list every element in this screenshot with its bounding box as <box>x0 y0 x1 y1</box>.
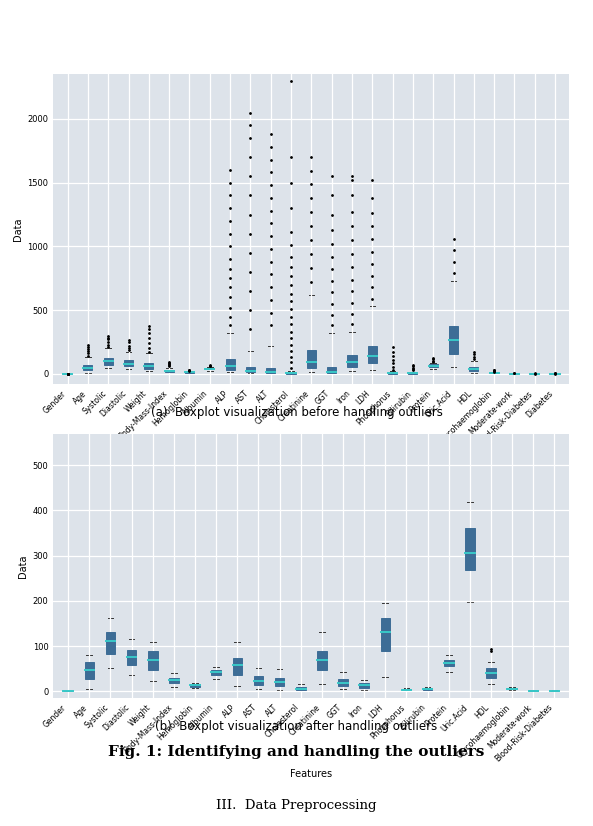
FancyBboxPatch shape <box>84 365 93 370</box>
FancyBboxPatch shape <box>429 364 438 367</box>
FancyBboxPatch shape <box>246 367 255 372</box>
FancyBboxPatch shape <box>401 689 411 691</box>
Text: Fig. 1: Identifying and handling the outliers: Fig. 1: Identifying and handling the out… <box>109 745 484 759</box>
FancyBboxPatch shape <box>449 326 458 354</box>
FancyBboxPatch shape <box>212 671 221 675</box>
FancyBboxPatch shape <box>85 662 94 678</box>
FancyBboxPatch shape <box>307 349 316 368</box>
FancyBboxPatch shape <box>317 651 327 671</box>
FancyBboxPatch shape <box>169 677 178 683</box>
FancyBboxPatch shape <box>232 657 242 675</box>
FancyBboxPatch shape <box>205 368 214 369</box>
FancyBboxPatch shape <box>368 346 377 363</box>
FancyBboxPatch shape <box>469 367 479 371</box>
FancyBboxPatch shape <box>148 652 158 671</box>
Text: III.  Data Preprocessing: III. Data Preprocessing <box>216 799 377 812</box>
Y-axis label: Data: Data <box>18 554 28 577</box>
FancyBboxPatch shape <box>225 359 235 370</box>
FancyBboxPatch shape <box>190 685 200 686</box>
FancyBboxPatch shape <box>144 363 154 368</box>
FancyBboxPatch shape <box>254 676 263 685</box>
X-axis label: Features: Features <box>290 455 333 466</box>
FancyBboxPatch shape <box>486 667 496 677</box>
Text: (b)  Boxplot visualization after handling outliers: (b) Boxplot visualization after handling… <box>155 720 438 733</box>
FancyBboxPatch shape <box>296 687 305 690</box>
FancyBboxPatch shape <box>444 660 454 667</box>
FancyBboxPatch shape <box>127 649 136 665</box>
FancyBboxPatch shape <box>266 368 275 373</box>
FancyBboxPatch shape <box>508 688 517 690</box>
FancyBboxPatch shape <box>423 688 432 690</box>
FancyBboxPatch shape <box>275 677 285 686</box>
FancyBboxPatch shape <box>347 355 356 368</box>
FancyBboxPatch shape <box>338 678 348 686</box>
X-axis label: Features: Features <box>290 769 333 780</box>
FancyBboxPatch shape <box>165 370 174 372</box>
FancyBboxPatch shape <box>327 367 336 373</box>
FancyBboxPatch shape <box>381 618 390 652</box>
Y-axis label: Data: Data <box>13 217 23 241</box>
FancyBboxPatch shape <box>359 683 369 687</box>
FancyBboxPatch shape <box>465 528 474 570</box>
Text: (a)  Boxplot visualization before handling outliers: (a) Boxplot visualization before handlin… <box>151 406 442 420</box>
FancyBboxPatch shape <box>124 360 133 366</box>
FancyBboxPatch shape <box>106 633 115 654</box>
FancyBboxPatch shape <box>104 358 113 365</box>
